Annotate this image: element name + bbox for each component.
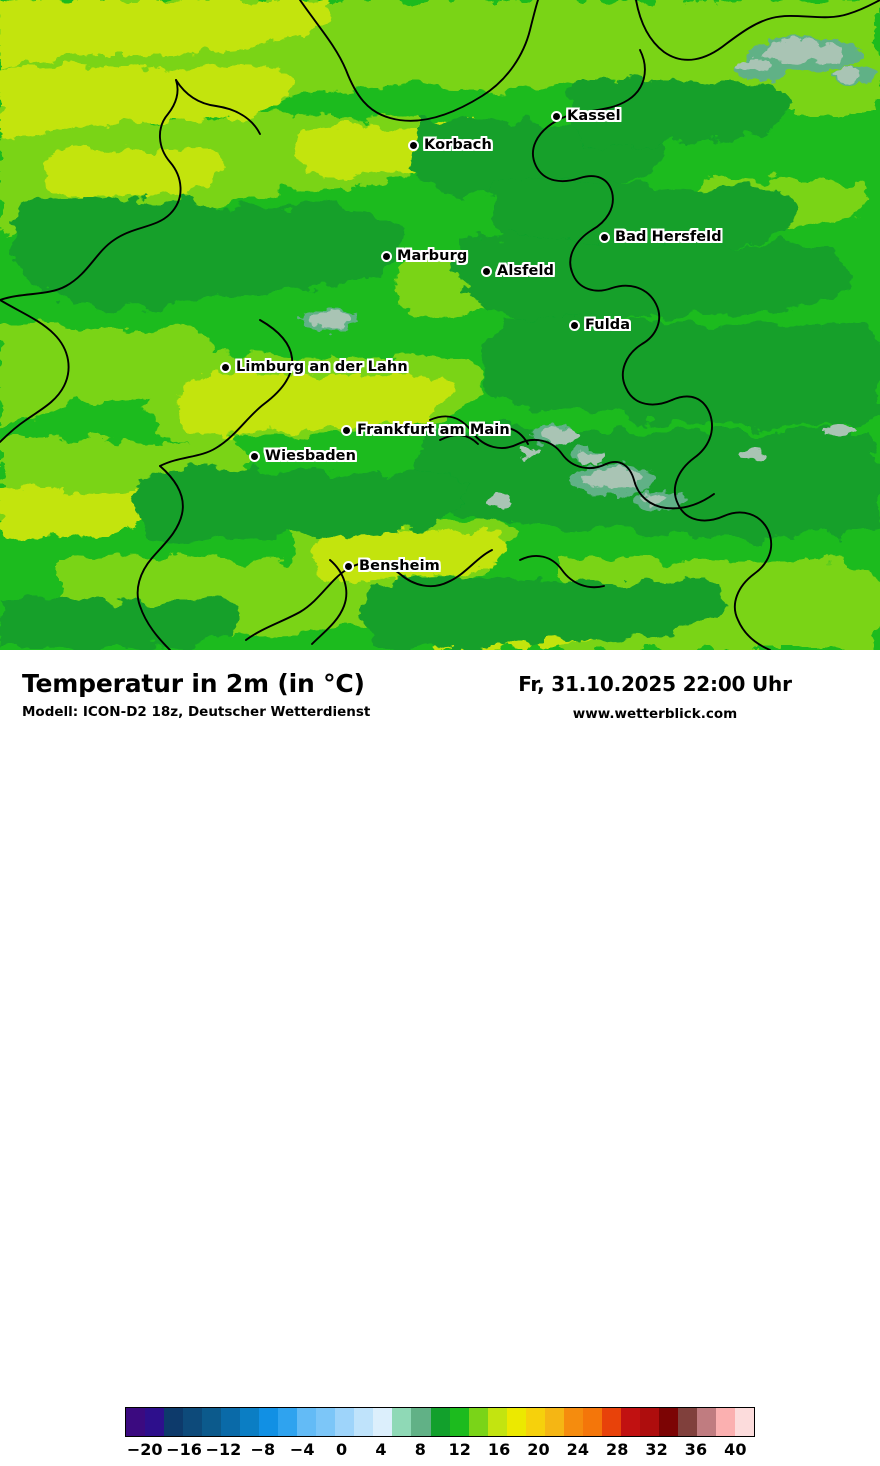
city-label: Frankfurt am Main	[357, 422, 510, 438]
city-label: Fulda	[585, 317, 631, 333]
map-footer: Temperatur in 2m (in °C) Modell: ICON-D2…	[0, 650, 880, 1459]
colorbar-tick-8: 8	[414, 1440, 426, 1459]
city-marker-bad-hersfeld[interactable]: Bad Hersfeld	[599, 229, 722, 245]
city-dot-icon	[220, 361, 231, 373]
colorbar-swatch--4-to--2	[297, 1408, 317, 1436]
colorbar-swatch-34-to-36	[658, 1408, 678, 1436]
colorbar-swatch-30-to-32	[620, 1408, 640, 1436]
city-marker-frankfurt-am-main[interactable]: Frankfurt am Main	[341, 422, 510, 438]
city-dot-icon	[343, 560, 354, 572]
band-6-8	[310, 41, 862, 505]
colorbar-swatch--8-to--6	[259, 1408, 279, 1436]
colorbar-swatch-16-to-18	[487, 1408, 507, 1436]
colorbar-swatch--16-to--14	[183, 1408, 203, 1436]
temperature-map[interactable]: Kassel Korbach Bad Hersfeld Marburg Alsfeld F…	[0, 0, 880, 650]
colorbar-tick-12: 12	[448, 1440, 471, 1459]
colorbar-swatch--2-to-0	[316, 1408, 336, 1436]
colorbar-tick-0: 0	[335, 1440, 348, 1459]
colorbar-swatch-32-to-34	[639, 1408, 659, 1436]
city-marker-korbach[interactable]: Korbach	[408, 137, 492, 153]
city-marker-alsfeld[interactable]: Alsfeld	[481, 263, 554, 279]
colorbar-tick--16: −16	[166, 1440, 202, 1459]
city-dot-icon	[381, 250, 392, 262]
colorbar-swatch-10-to-12	[430, 1408, 450, 1436]
colorbar-swatch-0-to-2	[335, 1408, 355, 1436]
colorbar-swatch-28-to-30	[601, 1408, 621, 1436]
colorbar-tick-labels: −20 −16 −12 −8 −4 0 4 8 12 16 20 24 28 32 36 40	[125, 1440, 755, 1466]
colorbar-swatch-2-to-4	[354, 1408, 374, 1436]
colorbar-swatch-18-to-20	[506, 1408, 526, 1436]
city-dot-icon	[481, 265, 492, 277]
colorbar-swatch--10-to--8	[240, 1408, 260, 1436]
colorbar-swatch-36-to-38	[677, 1408, 697, 1436]
colorbar-swatch-6-to-8	[392, 1408, 412, 1436]
colorbar-tick--20: −20	[126, 1440, 163, 1459]
city-dot-icon	[408, 139, 419, 151]
colorbar[interactable]	[125, 1407, 755, 1437]
model-subtitle: Modell: ICON-D2 18z, Deutscher Wetterdie…	[22, 703, 371, 720]
city-label: Kassel	[567, 108, 621, 124]
colorbar-swatch-12-to-14	[449, 1408, 469, 1436]
page-title: Temperatur in 2m (in °C)	[22, 669, 365, 698]
colorbar-tick--4: −4	[289, 1440, 315, 1459]
site-url[interactable]: www.wetterblick.com	[572, 706, 738, 722]
colorbar-tick-4: 4	[375, 1440, 387, 1459]
colorbar-tick--8: −8	[250, 1440, 276, 1459]
colorbar-tick-32: 32	[645, 1440, 668, 1459]
colorbar-swatch-8-to-10	[411, 1408, 431, 1436]
city-dot-icon	[599, 231, 610, 243]
city-dot-icon	[341, 424, 352, 436]
city-dot-icon	[249, 450, 260, 462]
city-label: Korbach	[424, 137, 492, 153]
city-label: Marburg	[397, 248, 468, 264]
colorbar-tick-20: 20	[527, 1440, 550, 1459]
colorbar-tick-24: 24	[566, 1440, 589, 1459]
city-label: Alsfeld	[497, 263, 555, 279]
colorbar-swatch-38-to-40	[696, 1408, 716, 1436]
colorbar-swatch-22-to-24	[544, 1408, 564, 1436]
city-marker-kassel[interactable]: Kassel	[551, 108, 621, 124]
colorbar-swatch-4-to-6	[373, 1408, 393, 1436]
colorbar-swatch--6-to--4	[278, 1408, 298, 1436]
colorbar-tick-36: 36	[684, 1440, 708, 1459]
colorbar-tick--12: −12	[205, 1440, 242, 1459]
colorbar-tick-16: 16	[487, 1440, 511, 1459]
colorbar-swatch-20-to-22	[525, 1408, 545, 1436]
colorbar-tick-40: 40	[724, 1440, 747, 1459]
colorbar-swatch-40-to-41	[715, 1408, 735, 1436]
colorbar-swatch--12-to--10	[221, 1408, 241, 1436]
city-label: Bad Hersfeld	[615, 229, 722, 245]
valid-time: Fr, 31.10.2025 22:00 Uhr	[518, 672, 792, 696]
city-marker-wiesbaden[interactable]: Wiesbaden	[249, 448, 356, 464]
city-label: Wiesbaden	[265, 448, 357, 464]
title-block: Temperatur in 2m (in °C) Modell: ICON-D2…	[22, 670, 370, 720]
city-marker-limburg-an-der-lahn[interactable]: Limburg an der Lahn	[220, 359, 408, 375]
band-16-18	[0, 0, 601, 650]
colorbar-swatch--18-to--16	[164, 1408, 184, 1436]
colorbar-swatch--14-to--12	[202, 1408, 222, 1436]
city-marker-fulda[interactable]: Fulda	[569, 317, 630, 333]
colorbar-swatches[interactable]	[125, 1407, 755, 1437]
colorbar-swatch--20-to--18	[145, 1408, 165, 1436]
colorbar-swatch-41-to-42	[735, 1408, 755, 1436]
city-label: Limburg an der Lahn	[236, 359, 408, 375]
colorbar-swatch-24-to-26	[563, 1408, 583, 1436]
colorbar-swatch-14-to-16	[468, 1408, 488, 1436]
colorbar-swatch--22-to--20	[126, 1408, 146, 1436]
city-dot-icon	[551, 110, 562, 122]
colorbar-tick-28: 28	[606, 1440, 629, 1459]
state-borders	[0, 0, 880, 650]
city-dot-icon	[569, 319, 580, 331]
meta-block: Fr, 31.10.2025 22:00 Uhr www.wetterblick…	[430, 672, 880, 722]
band-10-12	[0, 77, 880, 650]
temperature-field	[0, 0, 880, 650]
city-marker-bensheim[interactable]: Bensheim	[343, 558, 440, 574]
city-marker-marburg[interactable]: Marburg	[381, 248, 467, 264]
colorbar-swatch-26-to-28	[582, 1408, 602, 1436]
city-label: Bensheim	[359, 558, 440, 574]
